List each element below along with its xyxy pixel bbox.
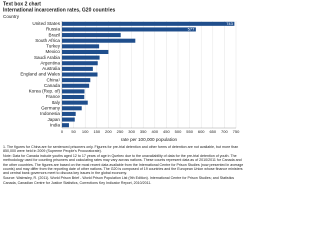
y-tick-label: Japan <box>47 117 60 122</box>
bar <box>62 38 136 43</box>
bar <box>62 78 91 83</box>
y-tick-label: Argentina <box>40 60 60 65</box>
y-tick-label: England and Wales <box>20 72 60 77</box>
bar <box>62 21 235 26</box>
bar <box>62 94 85 100</box>
bar <box>62 117 75 122</box>
y-tick-label: Russia <box>46 27 60 32</box>
x-tick-label: 650 <box>209 129 216 134</box>
x-tick-label: 350 <box>140 129 147 134</box>
note: 1. The figures for China are for sentenc… <box>3 145 239 154</box>
bar <box>62 123 69 128</box>
y-tick-label: Brazil <box>49 32 61 37</box>
y-tick-label: France <box>46 94 61 99</box>
x-axis-label: rate per 100,000 population <box>121 137 178 142</box>
y-tick-label: Korea (Rep. of) <box>29 89 61 94</box>
chart: Text box 2 chart International incarcera… <box>3 1 240 142</box>
bar <box>62 27 196 32</box>
x-tick-label: 600 <box>198 129 205 134</box>
bar <box>62 55 100 60</box>
x-tick-label: 150 <box>93 129 100 134</box>
bar <box>62 100 88 105</box>
note: Source: Walmsley, R. (2011). World Priso… <box>3 176 235 185</box>
bar <box>62 44 100 49</box>
bar <box>62 66 93 71</box>
x-tick-label: 450 <box>163 129 170 134</box>
value-label: 577 <box>188 27 195 32</box>
y-tick-label: Saudi Arabia <box>34 55 60 60</box>
y-axis-label: Country <box>3 14 20 19</box>
bar <box>62 49 109 55</box>
x-tick-label: 700 <box>221 129 228 134</box>
value-label: 743 <box>226 21 233 26</box>
bar <box>62 89 85 94</box>
x-tick-label: 250 <box>117 129 124 134</box>
x-tick-label: 300 <box>128 129 135 134</box>
chart-title: International incarceration rates, G20 c… <box>3 7 115 13</box>
y-tick-label: India <box>50 122 60 127</box>
x-tick-label: 200 <box>105 129 112 134</box>
x-tick-label: 500 <box>175 129 182 134</box>
y-tick-label: Turkey <box>46 44 61 49</box>
y-tick-label: Australia <box>42 66 60 71</box>
y-tick-label: Indonesia <box>40 111 60 116</box>
y-tick-label: China¹ <box>46 77 60 82</box>
x-tick-label: 100 <box>82 129 89 134</box>
y-tick-label: Italy <box>52 100 61 105</box>
y-tick-label: Mexico <box>45 49 60 54</box>
x-tick-label: 0 <box>61 129 64 134</box>
bar <box>62 106 82 111</box>
x-tick-label: 550 <box>186 129 193 134</box>
x-tick-label: 400 <box>151 129 158 134</box>
bar <box>62 83 90 88</box>
note: Note: Data for Canada include youths age… <box>3 154 244 176</box>
x-tick-label: 750 <box>233 129 240 134</box>
y-tick-label: Germany <box>41 106 61 111</box>
bar <box>62 72 98 77</box>
y-tick-label: Canada <box>44 83 61 88</box>
bar <box>62 61 98 66</box>
y-tick-label: South Africa <box>35 38 60 43</box>
bar <box>62 111 76 116</box>
notes: 1. The figures for China are for sentenc… <box>3 145 244 185</box>
chart-kicker: Text box 2 chart <box>3 1 41 7</box>
y-tick-label: United States <box>32 21 60 26</box>
x-tick-label: 50 <box>71 129 76 134</box>
page: {"chart_data": {"type": "bar", "orientat… <box>3 1 244 185</box>
bar <box>62 33 121 38</box>
